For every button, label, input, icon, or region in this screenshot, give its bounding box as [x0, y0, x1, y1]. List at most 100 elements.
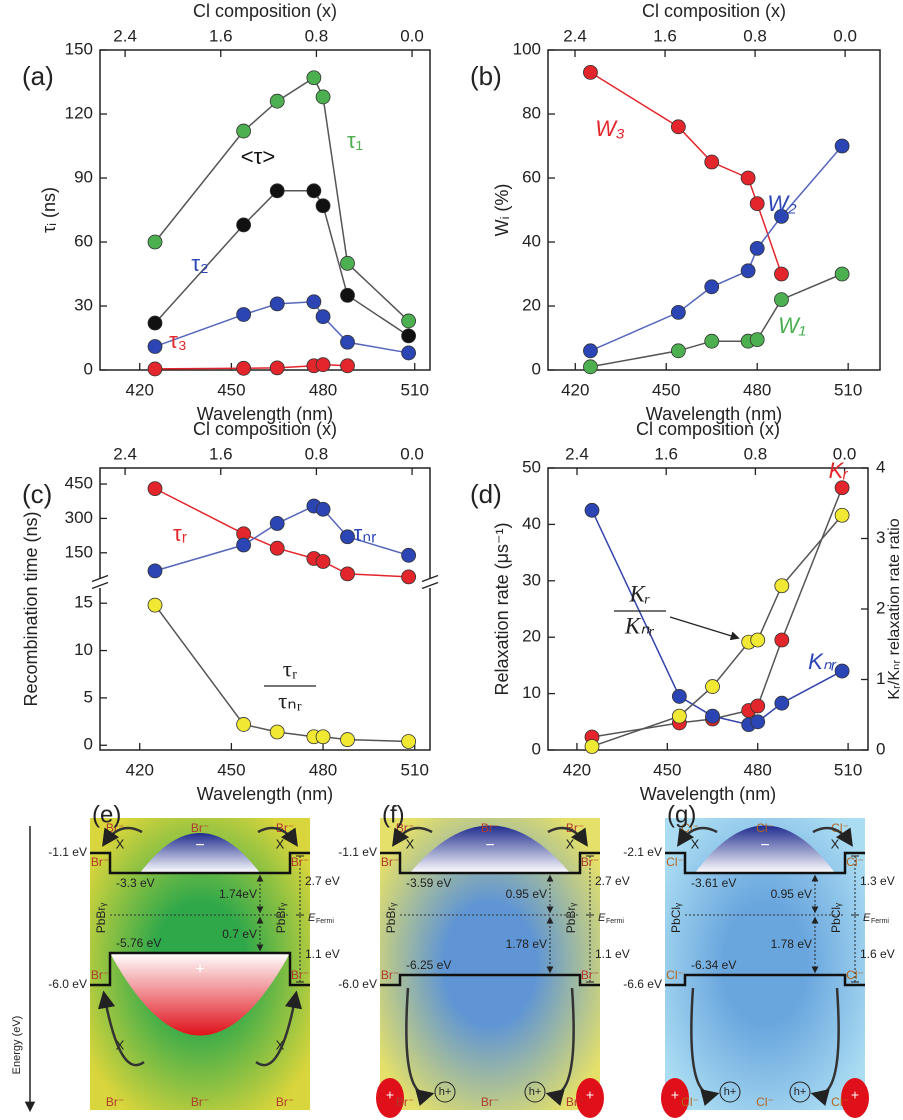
- layer-label: PbClᵧ: [829, 903, 843, 933]
- ion-label: Br⁻: [396, 1095, 414, 1109]
- data-point: [148, 362, 162, 376]
- ion-label: Cl⁻: [666, 855, 684, 869]
- x2-tick-label: 0.0: [400, 444, 424, 463]
- data-point: [705, 334, 719, 348]
- energy-bottom-left: -6.6 eV: [623, 977, 662, 991]
- hole-sign: +: [195, 961, 204, 978]
- data-point: [671, 305, 685, 319]
- gap-upper: 0.95 eV: [506, 887, 547, 901]
- data-point: [835, 267, 849, 281]
- data-point: [270, 541, 284, 555]
- band-offset-lower: 1.1 eV: [595, 947, 630, 961]
- gap-lower: 0.7 eV: [222, 927, 257, 941]
- data-point: [307, 71, 321, 85]
- data-point: [341, 288, 355, 302]
- ion-label: Cl⁻: [756, 821, 774, 835]
- data-point: [402, 734, 416, 748]
- band-offset-upper: 1.3 eV: [860, 874, 895, 888]
- x-tick-label: 450: [217, 760, 245, 779]
- data-point: [270, 94, 284, 108]
- data-point: [705, 155, 719, 169]
- y-tick-label: 0: [876, 739, 885, 758]
- energy-top-left: -1.1 eV: [338, 845, 377, 859]
- y-axis-label: Recombination time (ns): [21, 511, 41, 706]
- y-tick-label: 60: [522, 167, 541, 186]
- diagram-label: (g): [667, 801, 696, 828]
- data-point: [341, 359, 355, 373]
- data-point: [307, 295, 321, 309]
- data-point: [316, 730, 330, 744]
- y-tick-label: 60: [74, 231, 93, 250]
- data-point: [835, 508, 849, 522]
- data-point: [402, 570, 416, 584]
- ion-label: Br⁻: [91, 855, 109, 869]
- x2-tick-label: 0.0: [400, 26, 424, 45]
- x-tick-label: 450: [652, 380, 680, 399]
- y-tick-label: 0: [532, 739, 541, 758]
- diagram-label: (f): [382, 801, 405, 828]
- y-tick-label: 20: [522, 295, 541, 314]
- data-point: [402, 346, 416, 360]
- y-tick-label: 90: [74, 167, 93, 186]
- panel-label: (c): [22, 479, 52, 509]
- data-point: [751, 633, 765, 647]
- data-point: [775, 696, 789, 710]
- x-tick-label: 420: [563, 760, 591, 779]
- y-tick-label: 10: [74, 640, 93, 659]
- energy-top-left: -2.1 eV: [623, 845, 662, 859]
- y-tick-label: 150: [65, 542, 93, 561]
- exciton-label: X: [116, 836, 125, 851]
- x-tick-label: 480: [743, 380, 771, 399]
- y-tick-label: 40: [522, 514, 541, 533]
- electron-sign: −: [760, 837, 769, 854]
- data-point: [148, 235, 162, 249]
- band-offset-upper: 2.7 eV: [595, 874, 630, 888]
- band-offset-lower: 1.6 eV: [860, 947, 895, 961]
- data-point: [316, 90, 330, 104]
- x2-tick-label: 0.8: [305, 444, 329, 463]
- x2-tick-label: 1.6: [209, 444, 233, 463]
- series-label: τ₂: [191, 251, 208, 276]
- data-point: [270, 184, 284, 198]
- energy-axis-label: Energy (eV): [11, 1016, 23, 1075]
- panel-label: (d): [470, 479, 502, 509]
- series-line: [155, 78, 409, 321]
- gap-upper: 0.95 eV: [771, 887, 812, 901]
- energy-inner-bottom: -6.34 eV: [691, 958, 736, 972]
- data-point: [402, 329, 416, 343]
- data-point: [341, 530, 355, 544]
- free-hole-label: h+: [529, 1086, 542, 1098]
- panel-label: (b): [470, 61, 502, 91]
- ion-label: Br⁻: [581, 968, 599, 982]
- series-label: W₃: [595, 116, 625, 141]
- y-tick-label: 15: [74, 593, 93, 612]
- data-point: [774, 293, 788, 307]
- x2-tick-label: 1.6: [209, 26, 233, 45]
- y-tick-label: 5: [84, 687, 93, 706]
- fermi-subscript: Fermi: [871, 918, 889, 925]
- energy-inner-top: -3.61 eV: [691, 876, 736, 890]
- data-point: [237, 218, 251, 232]
- layer-label: PbBrᵧ: [384, 903, 398, 934]
- data-point: [270, 361, 284, 375]
- energy-top-left: -1.1 eV: [48, 845, 87, 859]
- y-tick-label: 0: [84, 735, 93, 754]
- ion-label: Br⁻: [276, 1095, 294, 1109]
- data-point: [583, 344, 597, 358]
- band-offset-lower: 1.1 eV: [305, 947, 340, 961]
- x-tick-label: 510: [834, 380, 862, 399]
- energy-inner-bottom: -6.25 eV: [406, 958, 451, 972]
- x-tick-label: 450: [653, 760, 681, 779]
- ion-label: Br⁻: [291, 855, 309, 869]
- ion-label: Br⁻: [481, 821, 499, 835]
- series-label: τₙᵣ: [354, 521, 377, 546]
- y-tick-label: 450: [65, 474, 93, 493]
- panel-label: (a): [22, 61, 54, 91]
- data-point: [341, 335, 355, 349]
- ion-label: Br⁻: [381, 968, 399, 982]
- data-point: [775, 633, 789, 647]
- series-label: τᵣ: [173, 521, 187, 546]
- free-hole-label: h+: [724, 1086, 737, 1098]
- data-point: [741, 264, 755, 278]
- ratio-denominator: τₙᵣ: [278, 688, 302, 713]
